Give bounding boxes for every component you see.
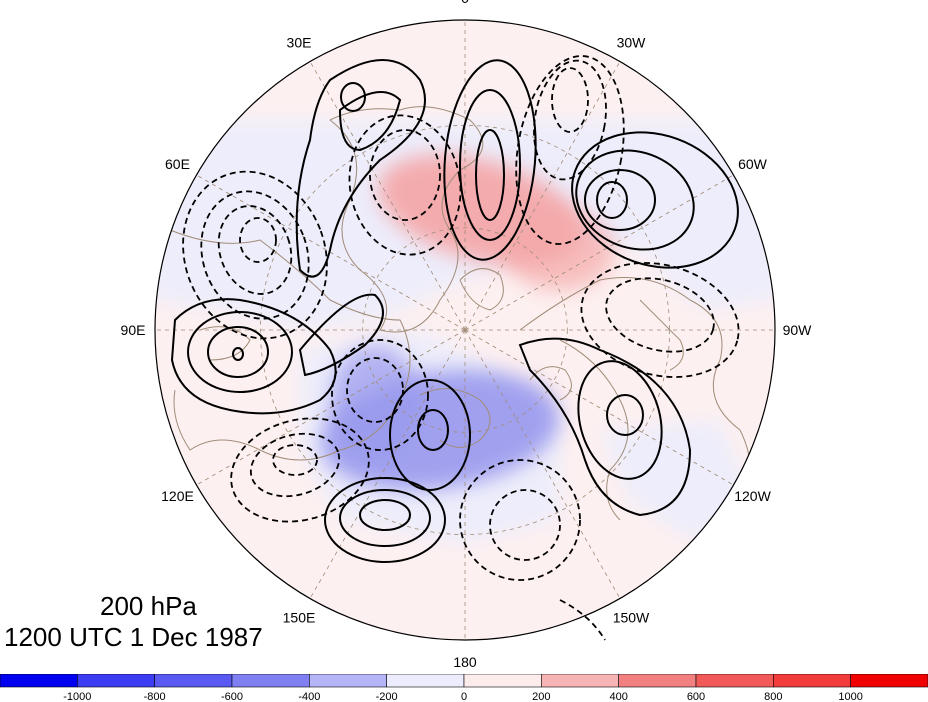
colorbar-tick-label: -800 — [144, 691, 166, 702]
colorbar-tick-label: 1000 — [838, 691, 862, 702]
positive-contours — [170, 59, 739, 563]
colorbar: -1000 -800 -600 -400 -200 0 200 400 600 800 1000 — [0, 674, 928, 702]
meridian-line — [309, 329, 466, 599]
longitude-label-lon-90e: 90E — [121, 322, 146, 338]
colorbar-box — [154, 674, 233, 688]
colorbar-box — [541, 674, 619, 688]
colorbar-box — [231, 674, 310, 688]
colorbar-tick-label: -1000 — [63, 691, 91, 702]
colorbar-box — [695, 674, 774, 688]
timestamp-label: 1200 UTC 1 Dec 1987 — [4, 622, 263, 652]
colorbar-box — [463, 674, 542, 688]
colorbar-tick-label: 800 — [764, 691, 782, 702]
longitude-label-lon-120w: 120W — [734, 488, 771, 504]
longitude-label-lon-0: 0 — [461, 0, 469, 6]
longitude-label-lon-60e: 60E — [165, 156, 190, 172]
meridian-line — [464, 61, 621, 331]
colorbar-box — [309, 674, 387, 688]
meridian-line — [464, 174, 734, 331]
colorbar-tick-label: -400 — [298, 691, 320, 702]
longitude-label-lon-180: 180 — [453, 654, 477, 670]
map-boundary — [154, 19, 776, 641]
colorbar-box — [850, 674, 928, 688]
colorbar-tick-label: 200 — [532, 691, 550, 702]
negative-anomaly-west — [330, 345, 420, 455]
longitude-label-lon-30w: 30W — [617, 34, 647, 50]
colorbar-box — [386, 674, 465, 688]
polar-stereographic-map: 0 30W 60W 90W 120W 150W 180 150E 120E 90E 60E 30E — [121, 0, 813, 670]
meridian-line — [196, 174, 466, 331]
longitude-label-lon-60w: 60W — [738, 156, 768, 172]
longitude-label-lon-150w: 150W — [613, 610, 650, 626]
meridian-line — [309, 61, 466, 331]
meridian-line — [196, 329, 466, 486]
colorbar-tick-label: 0 — [461, 691, 467, 702]
colorbar-tick-label: -200 — [376, 691, 398, 702]
longitude-label-lon-150e: 150E — [283, 610, 316, 626]
level-label: 200 hPa — [100, 591, 197, 621]
latitude-circle — [362, 227, 568, 433]
colorbar-tick-label: -600 — [221, 691, 243, 702]
longitude-label-lon-90w: 90W — [783, 322, 813, 338]
longitude-label-lon-30e: 30E — [287, 34, 312, 50]
longitude-labels: 0 30W 60W 90W 120W 150W 180 150E 120E 90E 60E 30E — [121, 0, 813, 670]
colorbar-box — [0, 674, 78, 688]
colorbar-tick-label: 400 — [609, 691, 627, 702]
longitude-label-lon-120e: 120E — [161, 488, 194, 504]
colorbar-box — [77, 674, 155, 688]
colorbar-box — [773, 674, 851, 688]
colorbar-box — [618, 674, 697, 688]
colorbar-tick-label: 600 — [687, 691, 705, 702]
